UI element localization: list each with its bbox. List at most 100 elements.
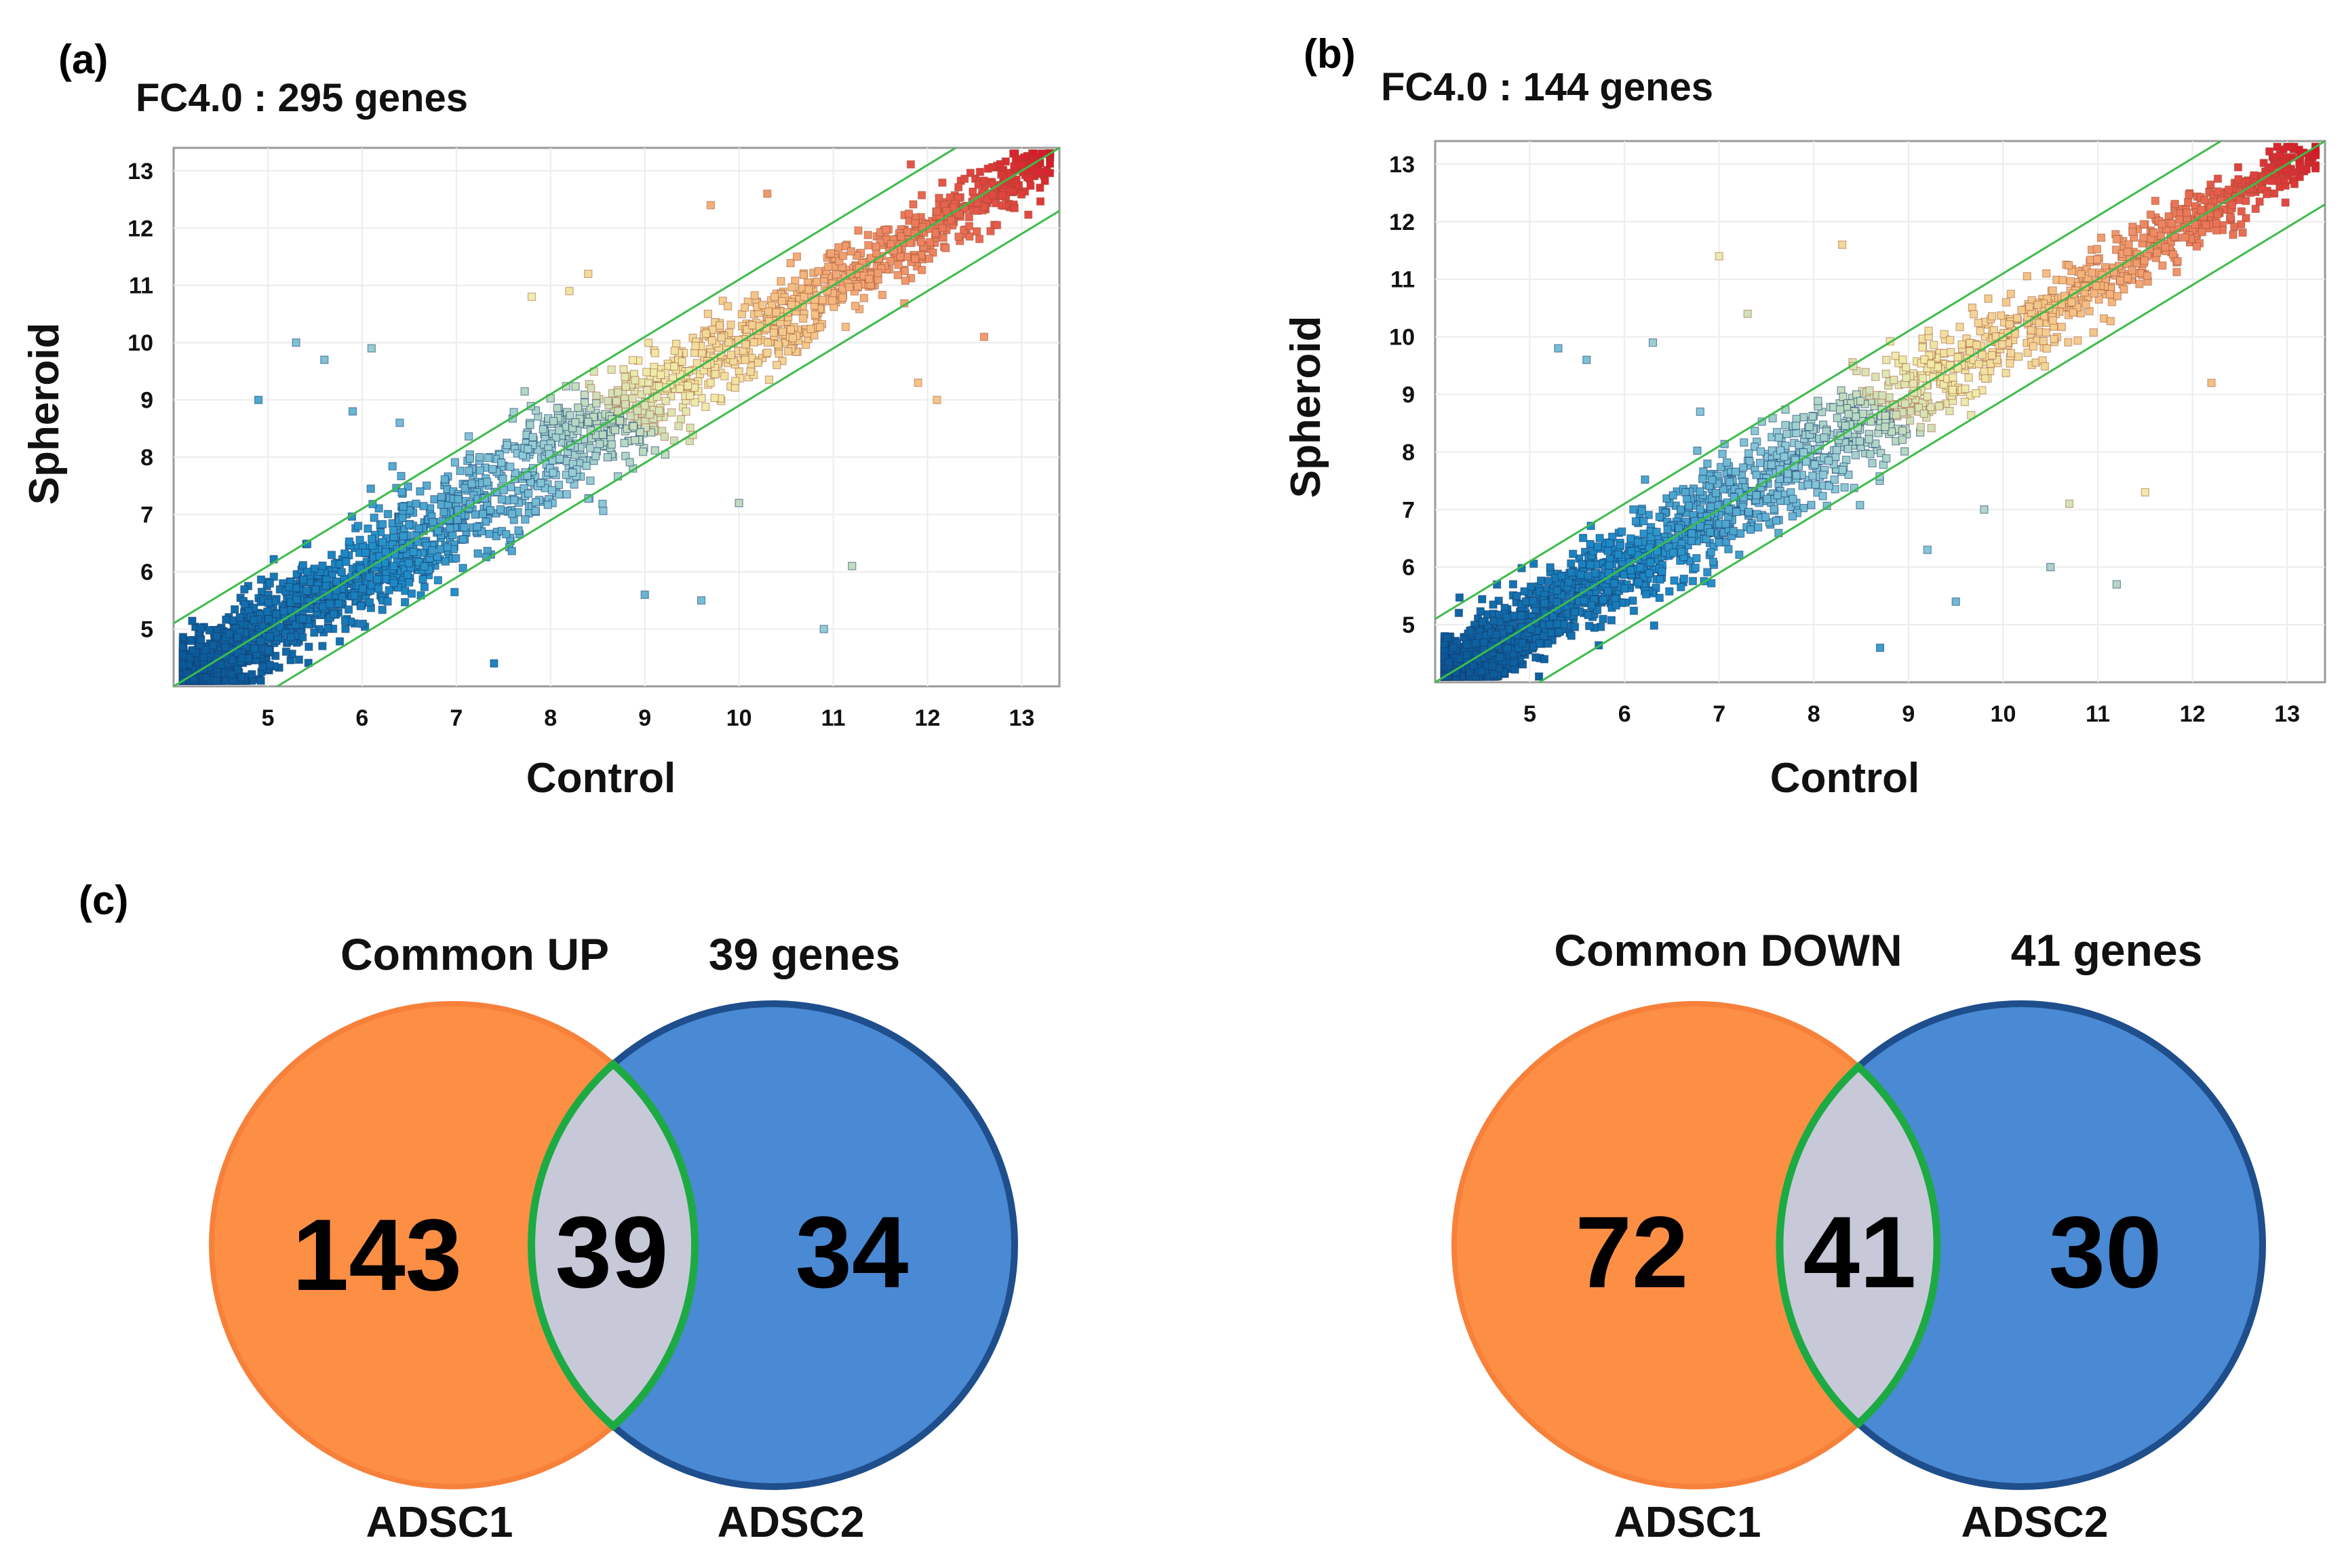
- scatter-point: [1918, 343, 1927, 352]
- scatter-point: [1731, 467, 1740, 476]
- scatter-point: [258, 662, 267, 671]
- scatter-point: [1696, 487, 1704, 496]
- scatter-point: [440, 475, 449, 484]
- scatter-point: [859, 294, 868, 302]
- scatter-point: [621, 372, 629, 381]
- scatter-point: [824, 262, 833, 271]
- scatter-point: [486, 506, 495, 515]
- scatter-point: [520, 387, 529, 396]
- scatter-point: [205, 626, 214, 635]
- scatter-point: [436, 545, 445, 553]
- scatter-point: [221, 643, 230, 652]
- scatter-point: [524, 489, 533, 498]
- scatter-point: [598, 499, 607, 509]
- scatter-point: [706, 201, 716, 210]
- scatter-point: [996, 160, 1004, 169]
- scatter-point: [400, 597, 410, 607]
- scatter-point: [918, 266, 926, 275]
- scatter-point: [646, 428, 656, 437]
- scatter-point: [264, 614, 273, 624]
- scatter-a-points: [178, 149, 1055, 685]
- scatter-point: [682, 407, 690, 416]
- scatter-point: [587, 384, 595, 393]
- scatter-point: [708, 326, 717, 334]
- scatter-point: [584, 417, 593, 427]
- scatter-point: [1626, 534, 1635, 543]
- scatter-point: [691, 342, 700, 351]
- scatter-point: [826, 249, 836, 258]
- scatter-point: [748, 321, 757, 330]
- scatter-point: [1856, 501, 1864, 509]
- scatter-point: [389, 526, 398, 535]
- scatter-point: [1946, 336, 1955, 345]
- scatter-point: [2212, 219, 2221, 228]
- scatter-point: [574, 403, 583, 412]
- scatter-point: [678, 357, 686, 366]
- scatter-point: [615, 416, 625, 425]
- scatter-point: [427, 546, 437, 555]
- scatter-point: [955, 210, 964, 219]
- scatter-point: [1898, 435, 1907, 444]
- scatter-point: [324, 624, 332, 633]
- scatter-point: [2181, 233, 2189, 242]
- scatter-point: [945, 193, 954, 202]
- scatter-point: [882, 225, 891, 234]
- scatter-point: [838, 252, 848, 260]
- y-tick-label: 6: [140, 560, 153, 585]
- scatter-point: [2050, 334, 2058, 343]
- scatter-point: [599, 507, 608, 515]
- scatter-point: [631, 435, 640, 445]
- scatter-point: [1945, 406, 1954, 416]
- scatter-point: [631, 376, 640, 385]
- scatter-point: [731, 376, 740, 385]
- scatter-point: [1927, 424, 1936, 433]
- scatter-point: [707, 336, 717, 345]
- scatter-point: [2237, 207, 2246, 216]
- scatter-point: [2042, 328, 2050, 337]
- scatter-point: [534, 446, 543, 454]
- scatter-point: [2175, 215, 2184, 224]
- scatter-point: [2006, 359, 2014, 368]
- scatter-point: [553, 404, 562, 412]
- scatter-point: [345, 537, 353, 546]
- scatter-point: [1026, 181, 1035, 190]
- scatter-point: [2069, 308, 2077, 317]
- scatter-point: [1988, 312, 1997, 321]
- scatter-point: [903, 227, 912, 237]
- scatter-point: [2237, 220, 2246, 229]
- scatter-point: [2143, 271, 2152, 280]
- scatter-point: [1735, 550, 1744, 560]
- scatter-point: [726, 320, 735, 329]
- scatter-point: [758, 300, 767, 309]
- scatter-point: [629, 422, 638, 431]
- scatter-point: [450, 587, 459, 597]
- scatter-point: [566, 411, 574, 420]
- scatter-point: [237, 673, 246, 682]
- scatter-point: [298, 614, 307, 623]
- scatter-point: [2212, 226, 2221, 235]
- scatter-point: [1715, 538, 1723, 547]
- panel-letter-a: (a): [58, 37, 108, 82]
- scatter-point: [367, 344, 376, 353]
- scatter-point: [372, 575, 382, 584]
- scatter-point: [938, 224, 947, 233]
- scatter-point: [1891, 351, 1900, 360]
- scatter-point: [777, 296, 787, 306]
- scatter-point: [441, 557, 450, 566]
- scatter-point: [571, 382, 580, 391]
- scatter-point: [222, 615, 231, 624]
- y-tick-label: 10: [128, 330, 153, 356]
- scatter-point: [178, 661, 187, 669]
- scatter-point: [1555, 627, 1563, 637]
- scatter-point: [792, 252, 802, 261]
- scatter-point: [1871, 372, 1880, 381]
- scatter-point: [1803, 480, 1812, 489]
- scatter-point: [565, 287, 574, 296]
- scatter-point: [524, 445, 532, 454]
- scatter-point: [1603, 587, 1612, 595]
- scatter-point: [2170, 199, 2179, 208]
- scatter-point: [2206, 180, 2215, 189]
- scatter-point: [237, 654, 247, 663]
- scatter-point: [1586, 560, 1595, 569]
